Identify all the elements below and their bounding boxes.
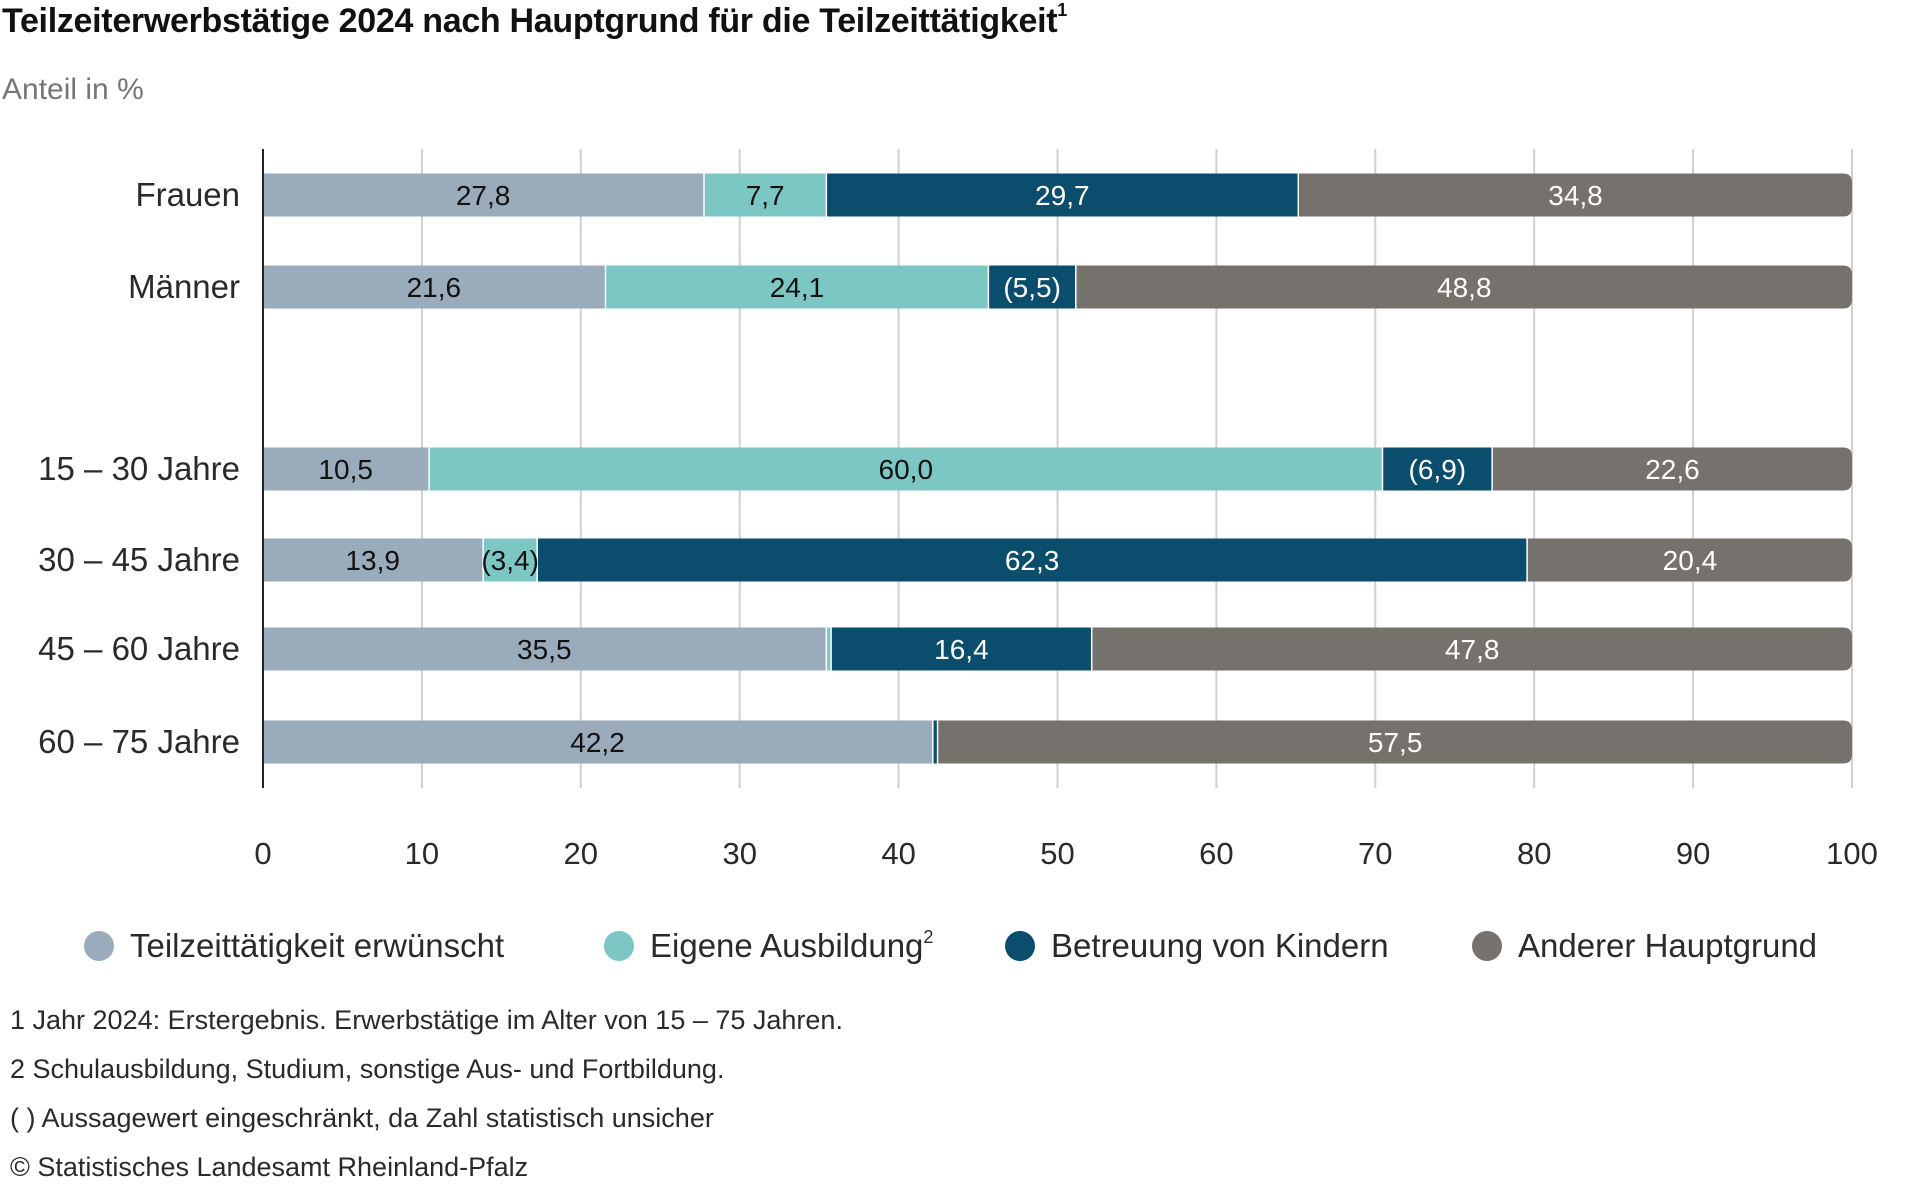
bar-segment-anderer-hauptgrund[interactable] xyxy=(1299,173,1852,217)
footnotes: 1 Jahr 2024: Erstergebnis. Erwerbstätige… xyxy=(10,1002,843,1198)
x-tick-label: 0 xyxy=(254,836,271,871)
data-label: (6,9) xyxy=(1409,454,1467,485)
data-label: 21,6 xyxy=(407,272,462,303)
x-tick-label: 80 xyxy=(1517,836,1551,871)
x-tick-label: 60 xyxy=(1199,836,1233,871)
bar-segment-anderer-hauptgrund[interactable] xyxy=(1092,627,1852,671)
stacked-bar-chart: 0 10 20 30 40 50 60 70 80 90 100 Frauen 27,8 7,7 29,7 3… xyxy=(38,149,1878,871)
bar-segment-betreuung-von-kindern[interactable] xyxy=(989,265,1076,309)
data-label: 7,7 xyxy=(746,180,785,211)
data-label: 27,8 xyxy=(456,180,511,211)
category-label: 45 – 60 Jahre xyxy=(38,630,240,667)
category-label: Frauen xyxy=(135,176,240,213)
data-label: 57,5 xyxy=(1368,727,1423,758)
category-label: 60 – 75 Jahre xyxy=(38,723,240,760)
bar-segment-betreuung-von-kindern[interactable] xyxy=(827,173,1298,217)
x-tick-label: 70 xyxy=(1358,836,1392,871)
bar-segment-teilzeittätigkeit-erwünscht[interactable] xyxy=(263,265,605,309)
x-tick-label: 50 xyxy=(1040,836,1074,871)
bar-segment-teilzeittätigkeit-erwünscht[interactable] xyxy=(263,447,429,491)
x-tick-label: 90 xyxy=(1676,836,1710,871)
category-label: 15 – 30 Jahre xyxy=(38,450,240,487)
legend-label: Teilzeittätigkeit erwünscht xyxy=(130,927,504,965)
legend-label-text: Teilzeittätigkeit erwünscht xyxy=(130,927,505,964)
bars xyxy=(263,173,1852,764)
legend: Teilzeittätigkeit erwünscht Eigene Ausbi… xyxy=(0,927,1920,977)
bar-segment-betreuung-von-kindern[interactable] xyxy=(1383,447,1492,491)
labels: 0 10 20 30 40 50 60 70 80 90 100 Frauen 27,8 7,7 29,7 3… xyxy=(38,176,1878,871)
x-tick-label: 10 xyxy=(405,836,439,871)
data-label: 22,6 xyxy=(1645,454,1700,485)
data-label: 29,7 xyxy=(1035,180,1090,211)
x-tick-label: 30 xyxy=(722,836,756,871)
data-label: 62,3 xyxy=(1005,545,1060,576)
data-label: 34,8 xyxy=(1548,180,1603,211)
bar-segment-anderer-hauptgrund[interactable] xyxy=(938,720,1852,764)
x-tick-label: 20 xyxy=(564,836,598,871)
data-label: 48,8 xyxy=(1437,272,1492,303)
legend-dot-icon xyxy=(84,931,114,961)
data-label: 42,2 xyxy=(570,727,625,758)
legend-label-text: Eigene Ausbildung xyxy=(650,927,924,964)
legend-label: Betreuung von Kindern xyxy=(1051,927,1389,965)
bar-segment-betreuung-von-kindern[interactable] xyxy=(537,538,1527,582)
category-label: Männer xyxy=(128,268,240,305)
data-label: 20,4 xyxy=(1663,545,1718,576)
bar-segment-teilzeittätigkeit-erwünscht[interactable] xyxy=(263,627,826,671)
copyright-source: © Statistisches Landesamt Rheinland-Pfal… xyxy=(10,1152,529,1182)
bar-segment-eigene-ausbildung[interactable] xyxy=(483,538,537,582)
legend-item-betreuung-kinder[interactable]: Betreuung von Kindern xyxy=(1005,927,1389,965)
title-footnote-marker: 1 xyxy=(1057,0,1067,20)
footnote-2: 2 Schulausbildung, Studium, sonstige Aus… xyxy=(10,1054,725,1084)
bar-segment-teilzeittätigkeit-erwünscht[interactable] xyxy=(263,720,933,764)
data-label: 47,8 xyxy=(1445,634,1500,665)
bar-segment-betreuung-von-kindern[interactable] xyxy=(933,720,937,764)
bar-segment-teilzeittätigkeit-erwünscht[interactable] xyxy=(263,173,704,217)
legend-dot-icon xyxy=(1472,931,1502,961)
data-label: (5,5) xyxy=(1003,272,1061,303)
legend-item-eigene-ausbildung[interactable]: Eigene Ausbildung2 xyxy=(604,927,933,965)
x-tick-label: 100 xyxy=(1826,836,1878,871)
data-label: 24,1 xyxy=(770,272,825,303)
data-label: 35,5 xyxy=(517,634,572,665)
x-tick-label: 40 xyxy=(881,836,915,871)
data-label: 10,5 xyxy=(318,454,373,485)
bar-segment-eigene-ausbildung[interactable] xyxy=(429,447,1382,491)
data-label: 16,4 xyxy=(934,634,989,665)
legend-item-anderer-hauptgrund[interactable]: Anderer Hauptgrund xyxy=(1472,927,1817,965)
legend-superscript: 2 xyxy=(923,927,934,947)
footnote-1: 1 Jahr 2024: Erstergebnis. Erwerbstätige… xyxy=(10,1005,843,1035)
legend-label-text: Betreuung von Kindern xyxy=(1051,927,1389,964)
category-label: 30 – 45 Jahre xyxy=(38,541,240,578)
chart-subtitle: Anteil in % xyxy=(2,73,144,106)
legend-dot-icon xyxy=(1005,931,1035,961)
legend-item-teilzeit-erwuenscht[interactable]: Teilzeittätigkeit erwünscht xyxy=(84,927,504,965)
legend-dot-icon xyxy=(604,931,634,961)
data-label: 13,9 xyxy=(345,545,400,576)
footnote-uncertainty: ( ) Aussagewert eingeschränkt, da Zahl s… xyxy=(10,1103,714,1133)
legend-label: Anderer Hauptgrund xyxy=(1518,927,1817,965)
bar-segment-eigene-ausbildung[interactable] xyxy=(704,173,826,217)
bar-segment-teilzeittätigkeit-erwünscht[interactable] xyxy=(263,538,483,582)
bar-segment-anderer-hauptgrund[interactable] xyxy=(1076,265,1852,309)
legend-label: Eigene Ausbildung2 xyxy=(650,927,933,965)
bar-segment-anderer-hauptgrund[interactable] xyxy=(1492,447,1852,491)
data-label: 60,0 xyxy=(879,454,934,485)
chart-title: Teilzeiterwerbstätige 2024 nach Hauptgru… xyxy=(2,0,1067,41)
chart-title-text: Teilzeiterwerbstätige 2024 nach Hauptgru… xyxy=(2,2,1058,40)
legend-label-text: Anderer Hauptgrund xyxy=(1518,927,1818,964)
bar-segment-betreuung-von-kindern[interactable] xyxy=(831,627,1091,671)
data-label: (3,4) xyxy=(481,545,539,576)
bar-segment-eigene-ausbildung[interactable] xyxy=(606,265,988,309)
bar-segment-eigene-ausbildung[interactable] xyxy=(827,627,831,671)
bar-segment-anderer-hauptgrund[interactable] xyxy=(1527,538,1852,582)
